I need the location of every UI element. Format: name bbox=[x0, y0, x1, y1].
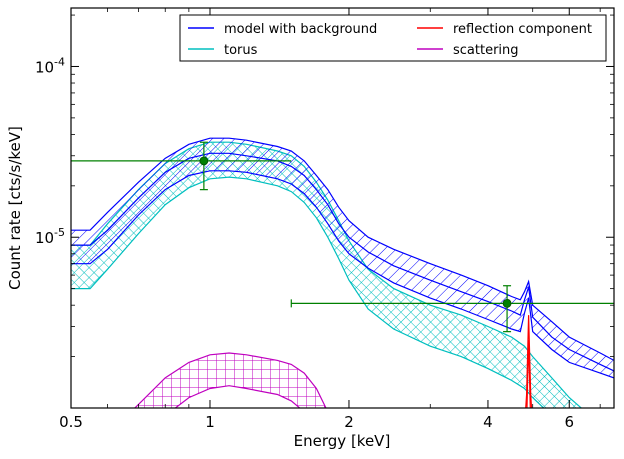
y-tick-label: 10-4 bbox=[35, 55, 65, 76]
model-with-background-lower-line bbox=[71, 170, 614, 379]
torus-band bbox=[71, 142, 582, 408]
model-with-background-band bbox=[71, 138, 614, 378]
x-axis-label: Energy [keV] bbox=[294, 432, 391, 450]
data-point-marker-1 bbox=[502, 298, 512, 308]
y-axis-label: Count rate [cts/s/keV] bbox=[6, 126, 24, 290]
data-point-marker-0 bbox=[199, 156, 209, 166]
legend-box bbox=[179, 14, 607, 62]
x-tick-label: 4 bbox=[483, 413, 493, 431]
legend-label-model-with-background: model with background bbox=[224, 22, 377, 37]
model-with-background-center-line bbox=[71, 152, 614, 372]
reflection-component-upper-line bbox=[525, 315, 533, 408]
x-tick-label: 6 bbox=[564, 413, 574, 431]
scattering-upper-line bbox=[133, 352, 327, 408]
torus-lower-line bbox=[71, 176, 545, 408]
x-tick-label: 1 bbox=[205, 413, 215, 431]
plot-frame bbox=[70, 7, 615, 409]
x-tick-label: 0.5 bbox=[59, 413, 83, 431]
legend-label-scattering: scattering bbox=[453, 43, 519, 58]
legend-label-reflection-component: reflection component bbox=[453, 22, 592, 37]
reflection-component-lower-line bbox=[526, 339, 531, 408]
model-with-background-upper-line bbox=[71, 137, 614, 361]
legend-label-torus: torus bbox=[224, 43, 258, 58]
x-tick-label: 2 bbox=[344, 413, 354, 431]
scattering-lower-line bbox=[174, 385, 301, 408]
y-tick-label: 10-5 bbox=[35, 226, 65, 247]
